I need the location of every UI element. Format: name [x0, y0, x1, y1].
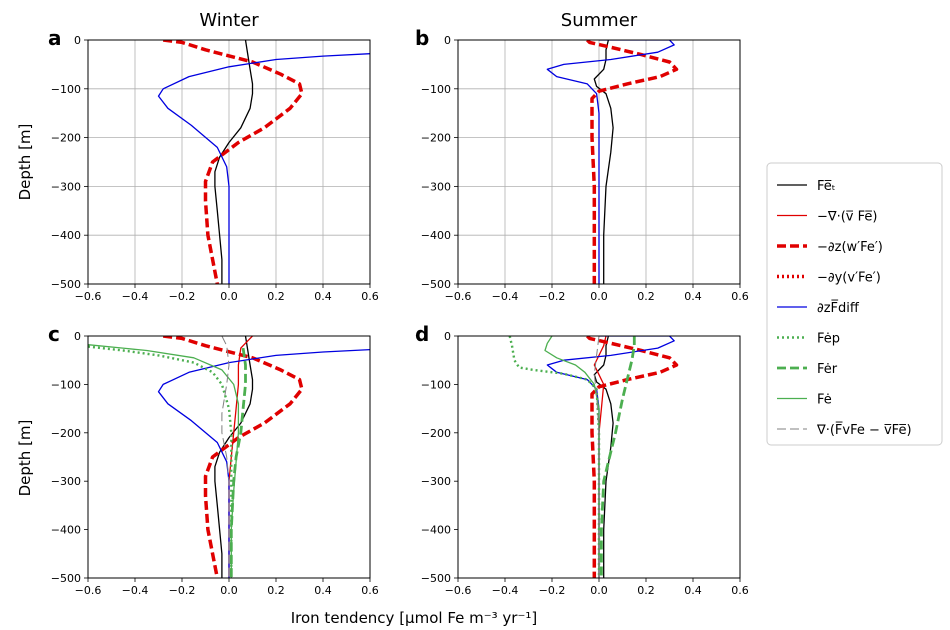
series-line-c-1	[228, 336, 253, 578]
x-tick-label-d-5: 0.4	[684, 584, 702, 597]
legend-label-8: ∇·(F̅vFe − v̅Fe̅)	[816, 422, 912, 438]
x-tick-label-a-4: 0.2	[267, 290, 285, 303]
legend: Fe̅ₜ −∇·(v̅ Fe̅) −∂z(w′Fe′) −∂y(v′Fe′) ∂zF̅d…	[766, 162, 943, 446]
legend-label-4: ∂zF̅diff	[817, 300, 860, 316]
x-tick-label-a-0: −0.6	[75, 290, 102, 303]
series-group-d	[508, 336, 679, 578]
legend-label-5: Fėp	[817, 332, 840, 347]
y-tick-label-b-2: −200	[421, 132, 451, 145]
x-tick-label-b-6: 0.6	[731, 290, 749, 303]
legend-frame	[766, 162, 943, 446]
y-tick-label-d-5: −500	[421, 572, 451, 585]
series-line-a-0	[214, 40, 254, 284]
y-tick-label-c-5: −500	[51, 572, 81, 585]
y-tick-label-c-0: 0	[74, 330, 81, 343]
x-tick-label-c-3: 0.0	[220, 584, 238, 597]
x-tick-label-a-2: −0.2	[169, 290, 196, 303]
x-tick-label-a-1: −0.4	[122, 290, 149, 303]
x-tick-label-c-0: −0.6	[75, 584, 102, 597]
legend-label-0: Fe̅ₜ	[817, 179, 836, 194]
series-line-b-0	[593, 40, 614, 284]
x-tick-label-d-0: −0.6	[445, 584, 472, 597]
y-tick-label-b-1: −100	[421, 83, 451, 96]
x-tick-label-d-4: 0.2	[637, 584, 655, 597]
series-line-d-3	[546, 336, 675, 578]
legend-label-3: −∂y(v′Fe′)	[817, 271, 881, 286]
y-tick-label-b-0: 0	[444, 34, 451, 47]
series-line-d-7	[593, 336, 600, 578]
y-tick-label-d-3: −300	[421, 475, 451, 488]
y-tick-label-a-5: −500	[51, 278, 81, 291]
x-tick-label-b-2: −0.2	[539, 290, 566, 303]
series-line-c-2	[162, 336, 304, 578]
series-line-b-1	[586, 40, 679, 284]
y-tick-label-b-3: −300	[421, 180, 451, 193]
series-line-d-2	[586, 336, 679, 578]
y-tick-label-a-0: 0	[74, 34, 81, 47]
x-tick-label-b-0: −0.6	[445, 290, 472, 303]
y-tick-label-c-4: −400	[51, 524, 81, 537]
y-tick-label-b-5: −500	[421, 278, 451, 291]
series-line-c-5	[229, 347, 247, 578]
series-line-a-1	[162, 40, 304, 284]
x-tick-label-c-4: 0.2	[267, 584, 285, 597]
x-tick-label-c-5: 0.4	[314, 584, 332, 597]
panel-label-a: a	[48, 26, 62, 50]
x-tick-label-a-5: 0.4	[314, 290, 332, 303]
series-line-c-6	[88, 344, 240, 578]
y-tick-label-a-3: −300	[51, 180, 81, 193]
panel-a: −0.6 −0.4 −0.2 0.0 0.2 0.4 0.6 0 −100 −200 −300 −40…	[48, 26, 379, 303]
series-group-a	[157, 40, 370, 284]
y-tick-label-c-1: −100	[51, 378, 81, 391]
x-tick-label-d-3: 0.0	[590, 584, 608, 597]
y-axis-label-bottom: Depth [m]	[16, 420, 34, 497]
series-line-d-6	[544, 336, 600, 578]
series-line-c-7	[221, 336, 230, 578]
legend-label-1: −∇·(v̅ Fe̅)	[817, 210, 877, 225]
series-line-c-3	[157, 348, 370, 578]
y-tick-label-a-1: −100	[51, 83, 81, 96]
legend-label-2: −∂z(w′Fe′)	[817, 240, 883, 255]
series-group-c	[88, 336, 370, 578]
panel-label-d: d	[415, 322, 429, 346]
y-tick-label-a-2: −200	[51, 132, 81, 145]
x-tick-label-b-4: 0.2	[637, 290, 655, 303]
series-group-b	[546, 40, 679, 284]
x-tick-label-d-2: −0.2	[539, 584, 566, 597]
x-tick-label-d-1: −0.4	[492, 584, 519, 597]
series-line-a-2	[157, 53, 370, 284]
panel-b: −0.6 −0.4 −0.2 0.0 0.2 0.4 0.6 0 −100 −200 −300 −40…	[415, 26, 749, 303]
x-tick-label-a-6: 0.6	[361, 290, 379, 303]
y-tick-label-d-4: −400	[421, 524, 451, 537]
panel-d: −0.6 −0.4 −0.2 0.0 0.2 0.4 0.6 0 −100 −200 −300 −40…	[415, 322, 749, 597]
legend-label-7: Fė	[817, 393, 832, 408]
series-line-d-5	[600, 336, 636, 578]
x-tick-label-b-1: −0.4	[492, 290, 519, 303]
x-tick-label-c-1: −0.4	[122, 584, 149, 597]
y-tick-label-d-0: 0	[444, 330, 451, 343]
x-axis-label: Iron tendency [μmol Fe m⁻³ yr⁻¹]	[291, 609, 538, 627]
legend-label-6: Fėr	[817, 362, 838, 377]
x-tick-label-b-3: 0.0	[590, 290, 608, 303]
col-title-winter: Winter	[199, 10, 259, 31]
x-tick-label-a-3: 0.0	[220, 290, 238, 303]
x-tick-label-b-5: 0.4	[684, 290, 702, 303]
panel-c: −0.6 −0.4 −0.2 0.0 0.2 0.4 0.6 0 −100 −200 −300 −40…	[48, 322, 379, 597]
series-line-c-0	[214, 336, 254, 578]
series-line-b-2	[546, 40, 675, 284]
y-tick-label-d-1: −100	[421, 378, 451, 391]
y-axis-label-top: Depth [m]	[16, 124, 34, 201]
x-tick-label-d-6: 0.6	[731, 584, 749, 597]
x-tick-label-c-6: 0.6	[361, 584, 379, 597]
y-tick-label-a-4: −400	[51, 229, 81, 242]
panel-label-b: b	[415, 26, 429, 50]
panel-label-c: c	[48, 322, 60, 346]
x-tick-label-c-2: −0.2	[169, 584, 196, 597]
y-tick-label-c-3: −300	[51, 475, 81, 488]
y-tick-label-d-2: −200	[421, 427, 451, 440]
y-tick-label-c-2: −200	[51, 427, 81, 440]
col-title-summer: Summer	[561, 10, 638, 31]
y-tick-label-b-4: −400	[421, 229, 451, 242]
